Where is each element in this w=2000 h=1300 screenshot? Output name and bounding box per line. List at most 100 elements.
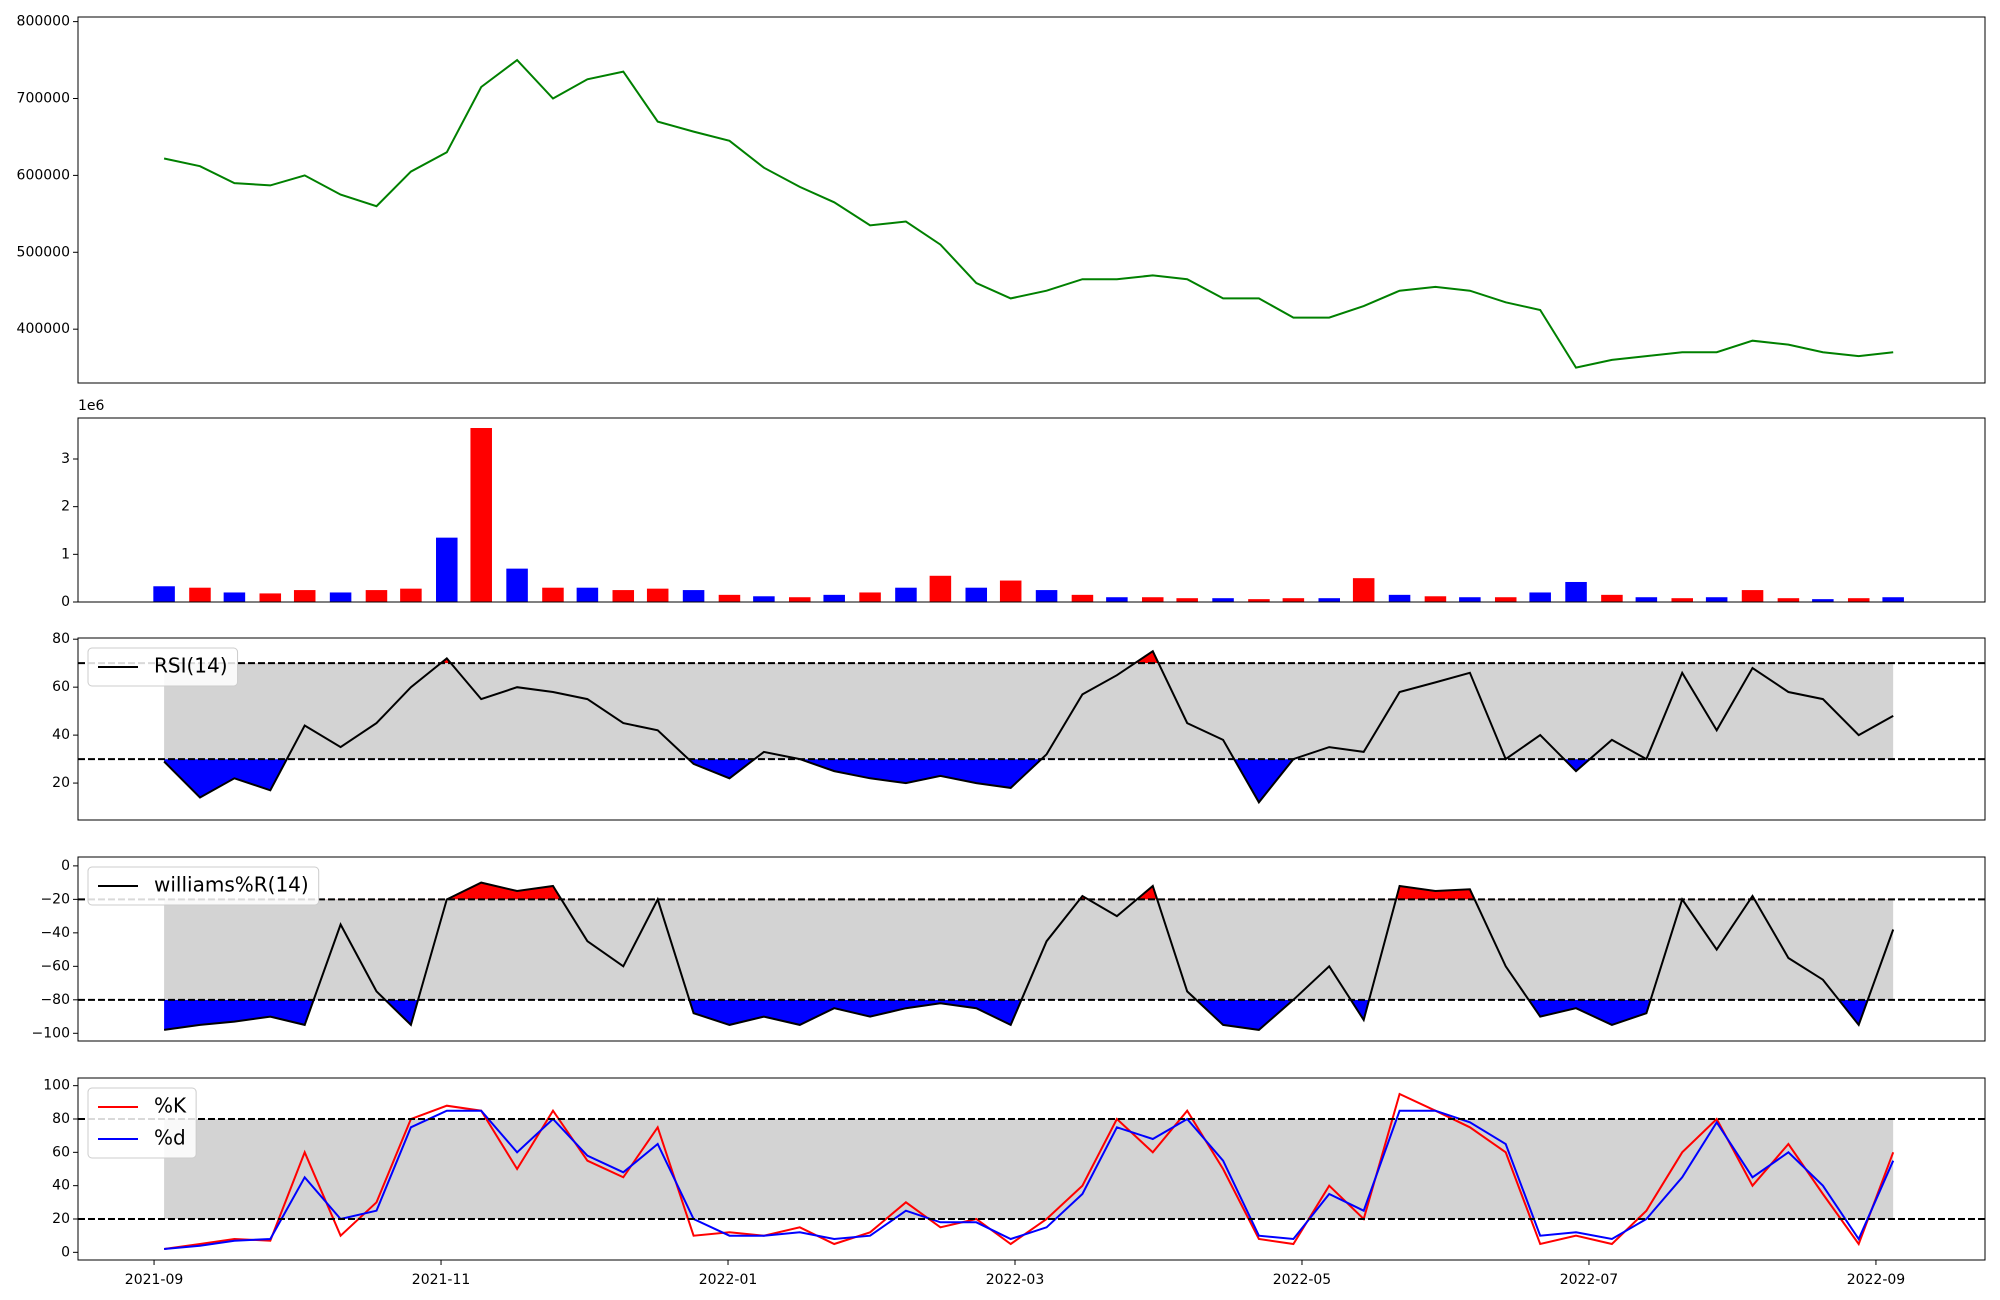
x-tick-label: 2022-05 xyxy=(1273,1272,1332,1288)
y-tick-label: 0 xyxy=(61,858,70,874)
y-tick-label: 100 xyxy=(43,1078,70,1094)
bar xyxy=(1459,597,1481,602)
bar xyxy=(646,588,669,602)
x-tick-label: 2022-09 xyxy=(1847,1272,1906,1288)
bar xyxy=(1318,598,1341,602)
panel xyxy=(78,1092,1985,1250)
bar xyxy=(753,596,775,602)
bar xyxy=(153,586,175,602)
bar xyxy=(965,587,988,602)
y-tick-label: −60 xyxy=(40,958,70,974)
line xyxy=(164,1109,1895,1250)
bar xyxy=(189,587,211,602)
line xyxy=(163,58,1894,369)
legend-label: %K xyxy=(154,1094,187,1118)
band xyxy=(164,1119,1894,1219)
panel xyxy=(163,58,1894,369)
bar xyxy=(470,428,492,602)
legend-label: williams%R(14) xyxy=(154,873,309,897)
bar xyxy=(929,575,952,602)
bar xyxy=(1424,596,1447,602)
legend-box xyxy=(87,866,320,906)
frame xyxy=(77,16,1986,384)
y-tick-label: 40 xyxy=(52,727,70,743)
bar xyxy=(259,593,282,602)
frame xyxy=(77,856,1986,1042)
y-tick-label: 60 xyxy=(52,1144,70,1160)
y-tick-label: 0 xyxy=(61,594,70,610)
frame xyxy=(77,1077,1986,1261)
y-tick-label: 2 xyxy=(61,499,70,515)
y-tick-label: 20 xyxy=(52,775,70,791)
bar xyxy=(1494,597,1517,602)
legend-box xyxy=(87,647,239,687)
y-tick-label: 600000 xyxy=(17,167,70,183)
panel xyxy=(78,881,1985,1031)
panel xyxy=(153,428,1904,602)
bar xyxy=(436,537,458,602)
bar xyxy=(682,590,705,602)
bar xyxy=(895,587,917,602)
bar xyxy=(576,587,599,602)
bar xyxy=(612,590,635,602)
bar xyxy=(1741,590,1764,602)
bar xyxy=(1565,581,1587,602)
y-tick-label: −80 xyxy=(40,992,70,1008)
legend-label: %d xyxy=(154,1126,186,1150)
bar xyxy=(542,587,564,602)
y-tick-label: 60 xyxy=(52,679,70,695)
panel xyxy=(78,649,1985,805)
y-tick-label: 40 xyxy=(52,1178,70,1194)
bar xyxy=(506,568,528,602)
x-tick-label: 2021-11 xyxy=(412,1272,471,1288)
bar xyxy=(859,592,881,602)
y-tick-label: −20 xyxy=(40,891,70,907)
y-tick-label: −40 xyxy=(40,925,70,941)
bar xyxy=(365,590,388,602)
bar xyxy=(718,594,741,602)
line xyxy=(163,1092,1895,1250)
y-tick-label: 800000 xyxy=(17,14,70,30)
bar xyxy=(1106,597,1128,602)
bar xyxy=(1248,599,1270,602)
bar xyxy=(1035,590,1058,602)
y-tick-label: 20 xyxy=(52,1211,70,1227)
oversold-fill xyxy=(164,999,1868,1030)
bar xyxy=(1812,599,1834,602)
bar xyxy=(999,580,1022,602)
legend-label: RSI(14) xyxy=(154,654,228,678)
bar xyxy=(223,592,246,602)
band xyxy=(164,663,1894,760)
x-tick-label: 2022-01 xyxy=(699,1272,758,1288)
bar xyxy=(1282,598,1305,602)
line xyxy=(163,881,1895,1031)
y-tick-label: 1 xyxy=(61,546,70,562)
overbought-fill xyxy=(446,882,1755,900)
bar xyxy=(1529,592,1551,602)
bar xyxy=(1176,598,1198,602)
x-tick-label: 2022-07 xyxy=(1560,1272,1619,1288)
bar xyxy=(823,594,845,602)
y-tick-label: 3 xyxy=(61,451,70,467)
bar xyxy=(1601,594,1623,602)
bar xyxy=(1847,598,1870,602)
bar xyxy=(1141,597,1164,602)
frame xyxy=(77,417,1986,603)
bar xyxy=(1882,597,1904,602)
oversold-fill xyxy=(164,759,1894,803)
offset-text: 1e6 xyxy=(78,398,105,414)
bar xyxy=(1635,597,1658,602)
y-tick-label: 80 xyxy=(52,1111,70,1127)
bar xyxy=(1071,594,1094,602)
y-tick-label: −100 xyxy=(32,1025,70,1041)
legend-box xyxy=(87,1087,197,1159)
bar xyxy=(1352,578,1375,602)
y-tick-label: 400000 xyxy=(17,321,70,337)
y-tick-label: 500000 xyxy=(17,244,70,260)
bar xyxy=(1705,597,1728,602)
y-tick-label: 700000 xyxy=(17,91,70,107)
line xyxy=(163,649,1894,805)
y-tick-label: 80 xyxy=(52,631,70,647)
bar xyxy=(788,597,811,602)
